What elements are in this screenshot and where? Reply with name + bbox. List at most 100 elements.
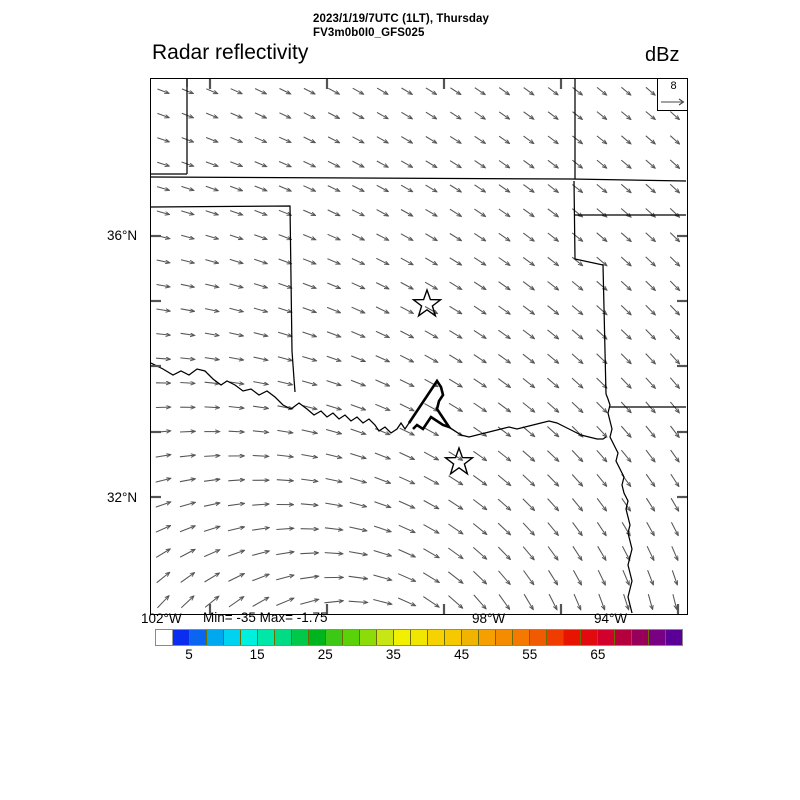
wind-vector-arrow [352,87,364,94]
wind-vector-arrow [449,354,462,363]
border-red-river-thick [407,378,453,431]
wind-vector-arrow [324,553,343,554]
wind-vector-arrow [497,426,510,436]
wind-vector-arrow [474,135,486,143]
wind-vector-arrow [277,380,293,384]
wind-vector-arrow [203,550,219,558]
wind-vector-arrow [350,404,366,410]
colorbar-tick-label: 65 [590,647,606,662]
wind-vector-arrow [621,522,630,535]
wind-vector-arrow [596,86,607,95]
wind-vector-arrow [596,135,607,144]
wind-vector-arrow [375,306,389,313]
wind-vector-arrow [620,208,631,218]
wind-vector-arrow [349,477,366,483]
wind-vector-arrow [498,305,511,314]
wind-vector-arrow [180,259,194,263]
wind-vector-arrow [325,428,341,434]
wind-vector-arrow [449,330,461,339]
border-tx-la [605,393,633,614]
wind-vector-arrow [276,528,293,529]
wind-vector-arrow [623,594,629,609]
wind-vector-arrow [548,593,557,610]
wind-vector-arrow [277,429,292,433]
wind-vector-arrow [375,379,390,386]
wind-vector-arrow [425,136,437,144]
wind-vector-arrow [449,184,461,192]
wind-vector-arrow [473,570,486,584]
wind-vector-arrow [472,499,486,510]
wind-vector-arrow [157,88,169,93]
wind-vector-arrow [473,257,485,266]
wind-vector-arrow [203,503,220,507]
wind-vector-arrow [352,185,364,192]
wind-vector-arrow [398,524,415,532]
axis-tick-marks [151,79,687,614]
wind-vector-arrow [423,475,439,484]
wind-vector-arrow [180,332,195,335]
wind-vector-arrow [522,208,534,217]
colorbar-tick-label: 15 [249,647,265,662]
colorbar-cell [394,630,411,645]
wind-vector-arrow [278,234,292,240]
wind-vector-arrow [498,160,510,168]
wind-vector-arrow [523,593,533,609]
wind-vector-arrow [301,478,317,481]
wind-vector-arrow [547,232,558,241]
right-arrow-icon [661,98,685,106]
wind-vector-arrow [254,161,267,167]
wind-vector-arrow [303,112,315,119]
colorbar-cell [326,630,343,645]
wind-vector-arrow [571,305,583,315]
wind-vector-arrow [375,355,390,362]
colorbar-cell [496,630,513,645]
wind-vector-arrow [522,256,534,265]
wind-vector-arrow [301,429,317,433]
page-title: Radar reflectivity [152,41,309,64]
wind-vector-arrow [523,159,534,168]
wind-vector-arrow [473,594,486,609]
wind-vector-arrow [449,281,462,289]
wind-vector-arrow [252,574,269,582]
wind-vector-arrow [571,256,582,265]
wind-vector-arrow [472,547,486,559]
wind-vector-arrow [645,111,655,120]
wind-vector-arrow [669,208,679,217]
wind-vector-arrow [325,502,342,506]
wind-vector-arrow [205,210,218,215]
wind-vector-arrow [620,232,631,242]
wind-vector-arrow [204,573,220,583]
wind-vector-arrow [448,475,463,485]
wind-vector-arrow [326,331,341,337]
wind-vector-arrow [424,281,437,289]
wind-vector-arrow [671,546,678,560]
wind-vector-arrow [522,377,535,387]
wind-vector-arrow [621,545,629,560]
wind-vector-arrow [620,449,630,462]
wind-vector-arrow [646,545,654,560]
wind-vector-arrow [375,330,389,337]
wind-vector-arrow [425,257,437,265]
wind-vector-arrow [598,593,605,610]
wind-vector-arrow [423,548,439,558]
wind-vector-arrow [449,305,462,313]
wind-vector-arrow [472,474,486,485]
wind-vector-arrow [327,136,339,143]
wind-vector-arrow [205,161,218,166]
wind-vector-arrow [155,549,170,558]
wind-vector-arrow [498,329,510,338]
wind-vector-arrow [645,256,656,266]
wind-vector-arrow [621,111,630,120]
wind-vector-arrow [571,401,583,412]
wind-vector-arrow [547,498,559,511]
wind-vector-arrow [351,331,364,338]
wind-vector-arrow [572,86,583,95]
wind-vector-arrow [300,553,318,554]
wind-vector-arrow [374,476,391,483]
wind-vector-arrow [204,382,220,384]
wind-vector-arrow [498,111,509,119]
wind-vector-arrow [573,593,581,610]
wind-vector-arrow [547,305,559,315]
wind-vector-arrow [645,449,655,462]
wind-vector-arrow [423,451,438,460]
